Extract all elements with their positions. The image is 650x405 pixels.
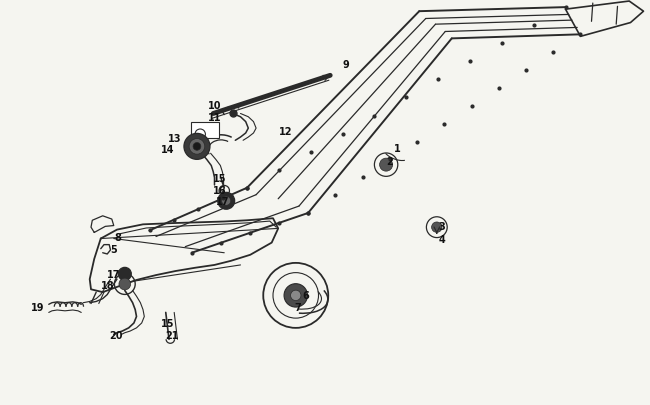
Text: 18: 18 [101, 281, 114, 290]
Text: 16: 16 [213, 185, 226, 195]
Text: 19: 19 [31, 302, 44, 312]
Circle shape [222, 197, 231, 206]
Text: 4: 4 [439, 234, 445, 244]
Text: 17: 17 [107, 270, 120, 279]
Text: 13: 13 [168, 134, 181, 143]
Circle shape [189, 139, 205, 155]
Text: 17: 17 [216, 197, 229, 207]
Text: 1: 1 [395, 144, 401, 154]
Circle shape [432, 222, 442, 233]
Circle shape [291, 290, 301, 301]
Text: 15: 15 [213, 174, 226, 184]
Text: 2: 2 [387, 157, 393, 167]
FancyBboxPatch shape [190, 123, 219, 139]
Text: 21: 21 [166, 330, 179, 340]
Text: 3: 3 [439, 222, 445, 232]
Text: 15: 15 [161, 318, 174, 328]
Text: 12: 12 [280, 127, 292, 136]
Circle shape [119, 279, 131, 290]
Text: 5: 5 [111, 244, 117, 254]
Circle shape [218, 193, 235, 210]
Text: 8: 8 [115, 232, 122, 242]
Text: 6: 6 [302, 291, 309, 301]
Text: 11: 11 [208, 113, 221, 122]
Circle shape [118, 268, 131, 281]
Text: 7: 7 [294, 302, 301, 312]
Text: 10: 10 [208, 101, 221, 111]
Text: 20: 20 [109, 330, 122, 340]
Text: 14: 14 [161, 145, 174, 155]
Circle shape [184, 134, 210, 160]
Circle shape [284, 284, 307, 307]
Text: 9: 9 [343, 60, 349, 70]
Circle shape [193, 143, 201, 151]
Circle shape [380, 159, 393, 172]
